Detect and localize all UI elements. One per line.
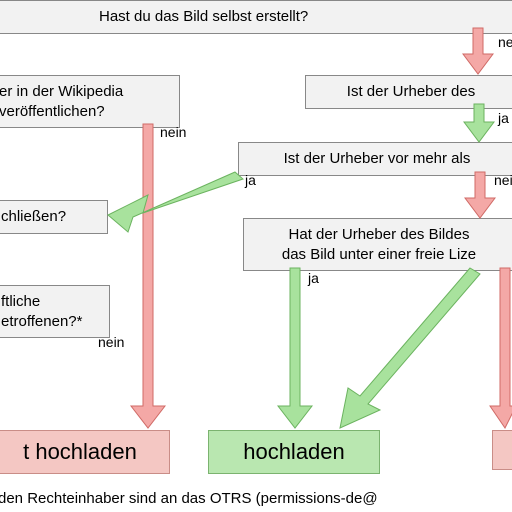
terminal-upload: hochladen xyxy=(208,430,380,474)
label-nein-top: ne xyxy=(498,34,512,50)
node-exclude: chließen? xyxy=(0,200,108,234)
label-ja-70: ja xyxy=(245,172,256,188)
node-urheber-de: Ist der Urheber des xyxy=(305,75,512,109)
arrow-wiki-nein xyxy=(131,124,165,428)
label-nein-written: nein xyxy=(98,334,124,350)
node-written: ftliche etroffenen?* xyxy=(0,285,110,338)
arrow-70-nein xyxy=(465,172,495,218)
label-ja-lic: ja xyxy=(308,270,319,286)
arrow-lic-ja-down xyxy=(278,268,312,428)
node-urheber-70: Ist der Urheber vor mehr als xyxy=(238,142,512,176)
label-nein-70: nein xyxy=(494,172,512,188)
arrow-70-ja xyxy=(108,172,243,232)
terminal-right-partial xyxy=(492,430,512,470)
arrow-self-nein xyxy=(463,28,493,74)
footnote-otrs: den Rechteinhaber sind an das OTRS (perm… xyxy=(0,490,378,507)
node-self-created: Hast du das Bild selbst erstellt? xyxy=(0,0,512,34)
label-nein-wiki: nein xyxy=(160,124,186,140)
terminal-no-upload: t hochladen xyxy=(0,430,170,474)
node-wikipedia: er in der Wikipedia veröffentlichen? xyxy=(0,75,180,128)
arrow-diag-to-upload xyxy=(340,268,480,428)
node-license: Hat der Urheber des Bildes das Bild unte… xyxy=(243,218,512,271)
arrow-de-ja xyxy=(464,104,494,142)
label-ja-de: ja xyxy=(498,110,509,126)
arrow-right-red-long xyxy=(490,268,512,428)
